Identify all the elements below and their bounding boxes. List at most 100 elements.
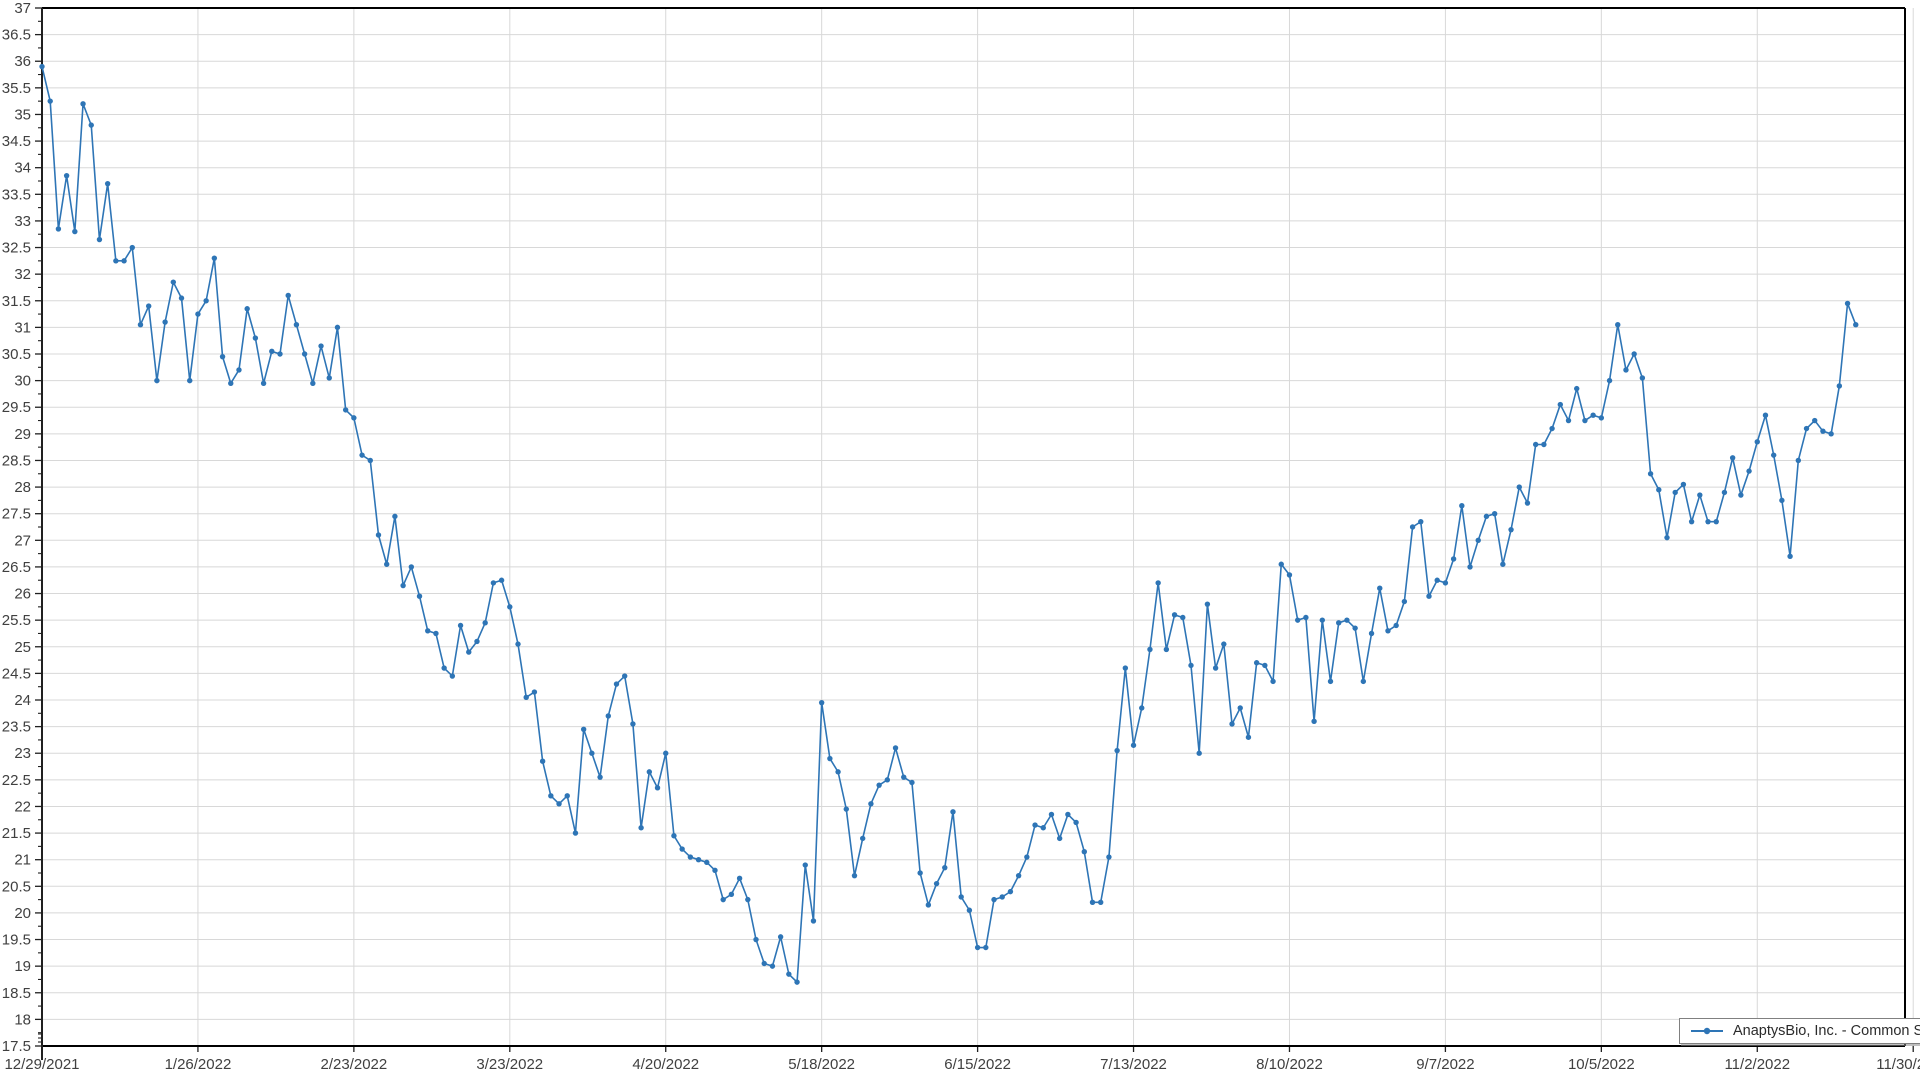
data-point-marker[interactable]	[851, 872, 858, 879]
data-point-marker[interactable]	[860, 835, 866, 842]
data-point-marker[interactable]	[646, 769, 653, 775]
data-point-marker[interactable]	[425, 628, 431, 634]
data-point-marker[interactable]	[983, 944, 989, 951]
data-point-marker[interactable]	[211, 255, 218, 261]
data-point-marker[interactable]	[531, 689, 538, 695]
data-point-marker[interactable]	[1853, 322, 1859, 328]
data-point-marker[interactable]	[777, 934, 784, 940]
data-point-marker[interactable]	[1311, 718, 1317, 724]
data-point-marker[interactable]	[1606, 377, 1613, 384]
data-point-marker[interactable]	[1803, 425, 1810, 432]
data-point-marker[interactable]	[1541, 441, 1547, 448]
data-point-marker[interactable]	[1442, 580, 1449, 586]
data-point-marker[interactable]	[892, 745, 899, 751]
data-point-marker[interactable]	[1738, 492, 1744, 498]
data-point-marker[interactable]	[1188, 662, 1194, 669]
data-point-marker[interactable]	[1221, 641, 1227, 647]
data-point-marker[interactable]	[1754, 439, 1760, 445]
data-point-marker[interactable]	[991, 896, 997, 903]
data-point-marker[interactable]	[1106, 854, 1112, 860]
data-point-marker[interactable]	[901, 774, 907, 780]
data-point-marker[interactable]	[1393, 622, 1399, 629]
data-point-marker[interactable]	[203, 298, 209, 304]
data-point-marker[interactable]	[137, 322, 144, 328]
data-point-marker[interactable]	[1040, 825, 1046, 831]
data-point-marker[interactable]	[1508, 526, 1514, 533]
data-point-marker[interactable]	[1196, 750, 1202, 756]
data-point-marker[interactable]	[1024, 854, 1030, 860]
data-point-marker[interactable]	[1483, 513, 1490, 520]
data-point-marker[interactable]	[170, 279, 177, 285]
data-point-marker[interactable]	[835, 769, 841, 775]
data-point-marker[interactable]	[1697, 492, 1703, 498]
data-point-marker[interactable]	[416, 593, 423, 599]
data-point-marker[interactable]	[1344, 617, 1350, 623]
data-point-marker[interactable]	[1434, 577, 1440, 583]
data-point-marker[interactable]	[310, 380, 316, 386]
data-point-marker[interactable]	[712, 867, 718, 874]
data-point-marker[interactable]	[580, 726, 587, 732]
data-point-marker[interactable]	[1065, 811, 1071, 818]
data-point-marker[interactable]	[1615, 322, 1621, 328]
data-point-marker[interactable]	[334, 324, 341, 331]
data-point-marker[interactable]	[55, 226, 62, 232]
data-point-marker[interactable]	[1336, 620, 1342, 626]
data-point-marker[interactable]	[999, 894, 1005, 900]
data-point-marker[interactable]	[917, 870, 923, 876]
data-point-marker[interactable]	[1623, 367, 1629, 373]
data-point-marker[interactable]	[145, 303, 152, 309]
data-point-marker[interactable]	[966, 907, 973, 913]
data-point-marker[interactable]	[260, 380, 267, 386]
data-point-marker[interactable]	[129, 244, 135, 251]
data-point-marker[interactable]	[1582, 417, 1588, 424]
data-point-marker[interactable]	[1426, 593, 1432, 599]
data-point-marker[interactable]	[351, 415, 357, 421]
data-point-marker[interactable]	[154, 377, 160, 384]
data-point-marker[interactable]	[113, 258, 119, 264]
data-point-marker[interactable]	[1319, 617, 1326, 623]
data-point-marker[interactable]	[1844, 300, 1851, 307]
data-point-marker[interactable]	[269, 348, 275, 355]
data-point-marker[interactable]	[1081, 849, 1088, 855]
data-point-marker[interactable]	[728, 891, 735, 897]
data-point-marker[interactable]	[1688, 518, 1695, 525]
data-point-marker[interactable]	[1253, 660, 1260, 666]
data-point-marker[interactable]	[1828, 431, 1834, 437]
data-point-marker[interactable]	[392, 513, 398, 520]
data-point-marker[interactable]	[1762, 412, 1769, 418]
data-point-marker[interactable]	[1647, 471, 1654, 477]
data-point-marker[interactable]	[1779, 497, 1785, 504]
data-point-marker[interactable]	[1360, 678, 1367, 685]
data-point-marker[interactable]	[958, 894, 964, 900]
data-point-marker[interactable]	[408, 564, 415, 570]
data-point-marker[interactable]	[1631, 351, 1637, 357]
data-point-marker[interactable]	[794, 979, 800, 985]
data-point-marker[interactable]	[1327, 678, 1334, 685]
price-line[interactable]	[41, 65, 1857, 983]
data-point-marker[interactable]	[285, 292, 291, 299]
data-point-marker[interactable]	[162, 319, 168, 325]
data-point-marker[interactable]	[736, 875, 743, 882]
data-point-marker[interactable]	[802, 862, 808, 868]
data-point-marker[interactable]	[884, 777, 891, 783]
data-point-marker[interactable]	[1574, 385, 1580, 392]
data-point-marker[interactable]	[1672, 489, 1678, 496]
price-series[interactable]	[39, 63, 1859, 985]
data-point-marker[interactable]	[1705, 518, 1711, 525]
data-point-marker[interactable]	[1015, 872, 1022, 879]
data-point-marker[interactable]	[104, 180, 111, 187]
data-point-marker[interactable]	[605, 713, 611, 719]
data-point-marker[interactable]	[449, 673, 456, 679]
data-point-marker[interactable]	[1286, 572, 1293, 578]
data-point-marker[interactable]	[482, 620, 488, 626]
data-point-marker[interactable]	[1516, 484, 1522, 490]
data-point-marker[interactable]	[359, 452, 365, 458]
data-point-marker[interactable]	[384, 561, 390, 567]
data-point-marker[interactable]	[1171, 612, 1178, 618]
data-point-marker[interactable]	[1639, 375, 1646, 381]
data-point-marker[interactable]	[556, 801, 562, 807]
data-point-marker[interactable]	[1475, 537, 1481, 544]
data-point-marker[interactable]	[1746, 468, 1752, 474]
data-point-marker[interactable]	[1278, 561, 1284, 567]
